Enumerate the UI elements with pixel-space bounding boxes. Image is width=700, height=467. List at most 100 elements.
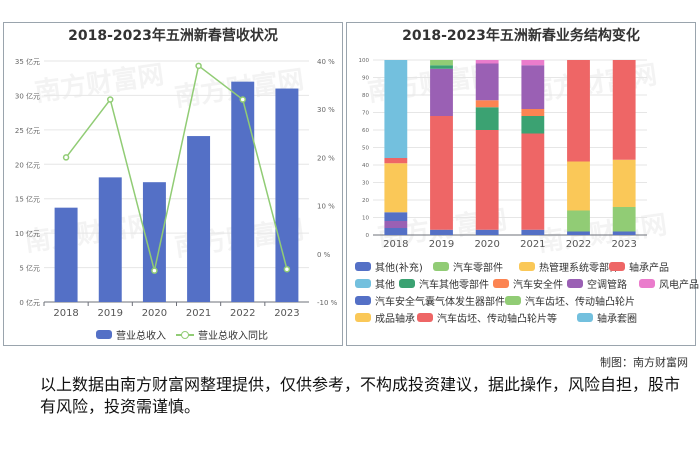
legend-swatch [417,313,433,322]
business-structure-panel: 2018-2023年五洲新春业务结构变化 南方财富网 南方财富网 南方财富网 南… [346,22,699,346]
legend-label: 汽车其他零部件 [419,280,489,291]
legend-item[interactable]: 其他(补充) [355,259,423,274]
x-tick-label: 2022 [566,239,591,250]
legend-swatch [493,279,509,288]
legend-label: 汽车安全件 [513,280,563,291]
legend-label: 汽车齿坯、传动轴凸轮片等 [437,314,557,325]
stack-segment [475,229,499,235]
legend-item[interactable]: 轴承套圈 [577,310,637,325]
y-tick-label: 10 [362,216,369,222]
stack-segment [567,210,590,232]
y-tick-label: 15 亿元 [15,195,40,204]
y-tick-label: 60 [362,128,369,134]
x-tick-label: 2019 [429,239,454,250]
revenue-chart-title: 2018-2023年五洲新春营收状况 [68,28,278,44]
legend-swatch [355,296,371,305]
stack-segment [612,231,636,235]
stack-segment [475,60,499,64]
revenue-chart-svg: 0 亿元 5 亿元 10 亿元 15 亿元 20 亿元 25 亿元 30 亿元 35 亿元 -1… [15,57,338,319]
legend-swatch [399,279,415,288]
revenue-bar [98,177,122,302]
legend-item[interactable]: 汽车其他零部件 [399,276,489,291]
credit-text: 制图：南方财富网 [600,356,688,369]
stack-segment [475,100,499,108]
y-tick-label: 20 亿元 [15,160,40,169]
legend-label: 汽车零部件 [453,263,503,274]
x-tick-label: 2019 [98,308,123,319]
x-tick-label: 2020 [142,308,167,319]
legend-item[interactable]: 空调管路 [567,276,627,291]
stack-segment [567,161,590,211]
legend-label: 营业总收入同比 [198,331,268,342]
y2-tick-label: 20 % [317,154,335,162]
legend-swatch [355,262,371,271]
legend-item[interactable]: 风电产品 [639,276,699,291]
revenue-bar [187,136,211,302]
legend-item[interactable]: 轴承产品 [609,259,669,274]
legend-item[interactable]: 汽车齿坯、传动轴凸轮片等 [417,310,557,325]
stack-segment [384,212,408,221]
y2-tick-label: 30 % [317,106,335,114]
legend-item-yoy[interactable]: 营业总收入同比 [176,327,268,342]
y2-tick-label: -10 % [317,299,338,307]
y-tick-label: 90 [362,76,369,82]
legend-item-revenue[interactable]: 营业总收入 [96,327,166,342]
x-tick-label: 2018 [383,239,408,250]
stack-segment [384,163,408,213]
stack-segment [430,65,453,69]
legend-swatch [577,313,593,322]
legend-swatch [96,330,112,339]
y-tick-label: 5 亿元 [19,264,40,273]
revenue-bar [142,182,166,302]
legend-swatch [519,262,535,271]
y-tick-label: 50 [362,146,369,152]
legend-label: 营业总收入 [116,331,166,342]
stack-segment [612,207,636,232]
legend-swatch [433,262,449,271]
legend-label: 轴承套圈 [597,314,637,325]
y2-tick-label: 10 % [317,203,335,211]
legend-swatch [567,279,583,288]
stack-segment [475,107,499,130]
y2-tick-label: 40 % [317,58,335,66]
stack-segment [567,231,590,235]
legend-label: 其他 [375,280,395,291]
legend-item[interactable]: 汽车零部件 [433,259,503,274]
stack-segment [521,109,545,116]
x-tick-label: 2020 [474,239,499,250]
x-tick-label: 2021 [520,239,545,250]
legend-item[interactable]: 热管理系统零部件 [519,259,619,274]
stack-segment [475,63,499,101]
stack-segment [430,229,453,235]
x-tick-label: 2023 [274,308,299,319]
stack-segment [384,158,408,164]
legend-label: 风电产品 [659,280,699,291]
y-tick-label: 30 [362,181,369,187]
business-structure-svg: 0 10 20 30 40 50 60 70 80 90 100 2018 2019 2020 2021 20… [359,58,647,250]
y-tick-label: 35 亿元 [15,57,40,66]
x-tick-label: 2022 [230,308,255,319]
legend-item[interactable]: 汽车齿坯、传动轴凸轮片 [505,293,635,308]
y-tick-label: 100 [359,58,370,64]
y-tick-label: 70 [362,111,369,117]
yoy-point [151,267,158,274]
stack-segment [430,60,453,66]
legend-item[interactable]: 成品轴承 [355,310,415,325]
legend-label: 空调管路 [587,280,627,291]
yoy-point [107,96,114,103]
stack-segment [475,130,499,230]
legend-item[interactable]: 汽车安全件 [493,276,563,291]
stack-segment [612,159,636,207]
legend-label: 汽车安全气囊气体发生器部件 [375,297,505,308]
x-tick-label: 2021 [186,308,211,319]
y-tick-label: 10 亿元 [15,229,40,238]
yoy-line [65,64,288,271]
legend-swatch [505,296,521,305]
y-tick-label: 25 亿元 [15,126,40,135]
y-tick-label: 40 [362,163,369,169]
legend-swatch [355,279,371,288]
revenue-chart-panel: 2018-2023年五洲新春营收状况 南方财富网 南方财富网 南方财富网 南方财… [3,22,343,346]
legend-item[interactable]: 汽车安全气囊气体发生器部件 [355,293,505,308]
legend-item[interactable]: 其他 [355,276,395,291]
y-tick-label: 80 [362,93,369,99]
